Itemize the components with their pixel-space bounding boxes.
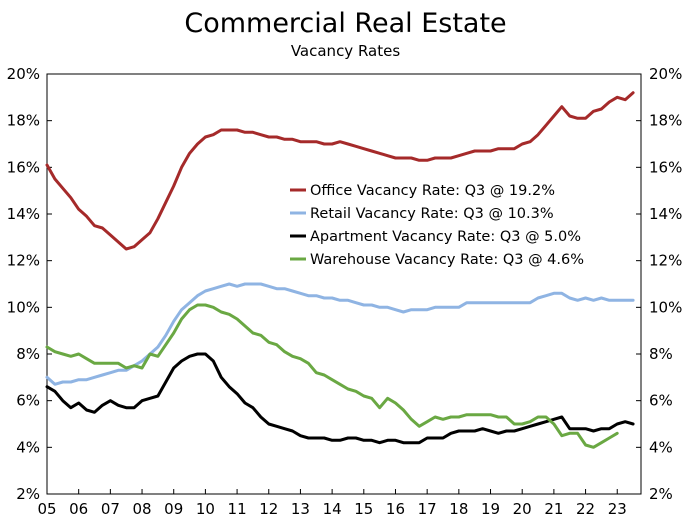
x-tick-label: 16 <box>386 500 405 518</box>
legend-label: Retail Vacancy Rate: Q3 @ 10.3% <box>310 206 554 222</box>
x-tick-label: 18 <box>449 500 468 518</box>
y-tick-label-right: 14% <box>649 205 682 223</box>
chart-title: Commercial Real Estate <box>184 8 507 39</box>
x-axis: 05 06 07 08 09 10 11 12 13 14 15 16 17 18 19 20 21 22 23 <box>37 489 627 518</box>
x-tick-label: 09 <box>164 500 183 518</box>
series-line-office <box>45 91 635 251</box>
y-tick-label-right: 20% <box>649 65 682 83</box>
series-line-apartment <box>45 352 635 445</box>
y-tick-label-left: 20% <box>7 65 40 83</box>
y-tick-label-left: 4% <box>16 438 40 456</box>
x-tick-label: 23 <box>608 500 627 518</box>
y-tick-label-left: 2% <box>16 485 40 503</box>
y-tick-label-right: 10% <box>649 298 682 316</box>
series-layer <box>45 91 635 449</box>
y-tick-label-right: 16% <box>649 158 682 176</box>
y-tick-label-left: 18% <box>7 112 40 130</box>
y-tick-label-right: 12% <box>649 252 682 270</box>
y-tick-label-left: 8% <box>16 345 40 363</box>
x-tick-label: 21 <box>544 500 563 518</box>
x-tick-label: 14 <box>323 500 342 518</box>
legend: Office Vacancy Rate: Q3 @ 19.2% Retail Va… <box>290 183 584 268</box>
y-tick-label-right: 18% <box>649 112 682 130</box>
x-tick-label: 11 <box>228 500 247 518</box>
y-axis-left: 2% 4% 6% 8% 10% 12% 14% 16% 18% 20% <box>7 65 52 503</box>
series-line-warehouse <box>45 303 619 449</box>
series-line-retail <box>45 282 635 386</box>
x-tick-label: 17 <box>418 500 437 518</box>
y-tick-label-right: 6% <box>649 392 673 410</box>
x-tick-label: 08 <box>132 500 151 518</box>
y-tick-label-left: 10% <box>7 298 40 316</box>
x-tick-label: 05 <box>37 500 56 518</box>
x-tick-label: 13 <box>291 500 310 518</box>
x-tick-label: 22 <box>576 500 595 518</box>
legend-label: Apartment Vacancy Rate: Q3 @ 5.0% <box>310 229 581 245</box>
x-tick-label: 06 <box>69 500 88 518</box>
x-tick-label: 07 <box>101 500 120 518</box>
x-tick-label: 20 <box>513 500 532 518</box>
y-tick-label-left: 12% <box>7 252 40 270</box>
plot-frame <box>46 73 642 495</box>
x-tick-label: 15 <box>354 500 373 518</box>
x-tick-label: 10 <box>196 500 215 518</box>
y-tick-label-right: 2% <box>649 485 673 503</box>
y-tick-label-left: 6% <box>16 392 40 410</box>
x-tick-label: 19 <box>481 500 500 518</box>
legend-label: Office Vacancy Rate: Q3 @ 19.2% <box>310 183 555 199</box>
y-tick-label-right: 4% <box>649 438 673 456</box>
y-tick-label-right: 8% <box>649 345 673 363</box>
y-axis-right: 2% 4% 6% 8% 10% 12% 14% 16% 18% 20% <box>636 65 682 503</box>
plot-border <box>46 73 642 495</box>
legend-label: Warehouse Vacancy Rate: Q3 @ 4.6% <box>310 252 584 268</box>
chart-subtitle: Vacancy Rates <box>290 42 401 60</box>
y-tick-label-left: 14% <box>7 205 40 223</box>
x-tick-label: 12 <box>259 500 278 518</box>
y-tick-label-left: 16% <box>7 158 40 176</box>
